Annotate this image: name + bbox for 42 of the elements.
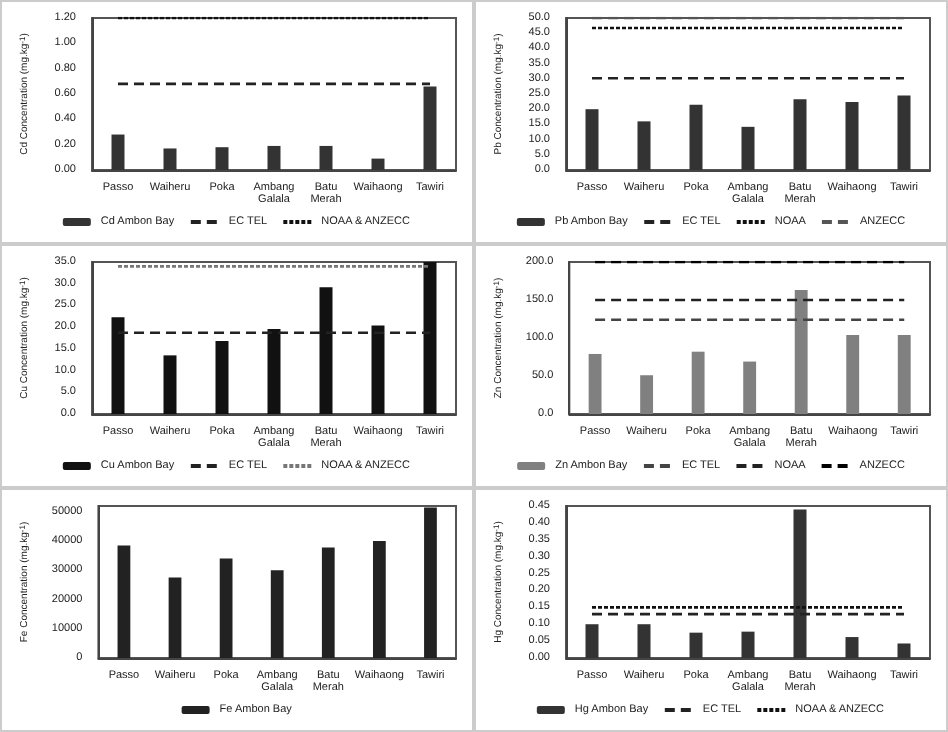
bar (267, 328, 281, 414)
bar (321, 547, 335, 658)
bar (163, 148, 177, 170)
bar (423, 86, 437, 170)
bar (640, 375, 654, 414)
bar (793, 509, 807, 658)
bar (897, 643, 911, 658)
bar (741, 631, 755, 658)
bar (270, 570, 284, 658)
bar (845, 637, 859, 658)
bar (689, 632, 703, 658)
bar (267, 145, 281, 170)
bar (794, 290, 808, 414)
bar (163, 355, 177, 414)
bar (637, 624, 651, 658)
bar (319, 287, 333, 414)
bar (689, 104, 703, 170)
bar (423, 262, 437, 414)
bar (637, 121, 651, 170)
bar (793, 99, 807, 170)
bar (585, 624, 599, 658)
bar (846, 334, 860, 414)
bar (215, 341, 229, 414)
bar (845, 101, 859, 170)
bar (219, 558, 233, 658)
bar (585, 109, 599, 170)
bar (897, 334, 911, 414)
bar (319, 145, 333, 170)
bar (111, 317, 125, 414)
bar (371, 158, 385, 170)
bar (691, 351, 705, 414)
bar (215, 147, 229, 170)
bar (168, 577, 182, 658)
bar (743, 361, 757, 414)
bar (371, 325, 385, 414)
bar (588, 353, 602, 414)
bar (372, 541, 386, 658)
bar (424, 507, 437, 658)
bar (741, 126, 755, 170)
bar (897, 95, 911, 170)
bar (117, 545, 131, 658)
bar (111, 134, 125, 170)
